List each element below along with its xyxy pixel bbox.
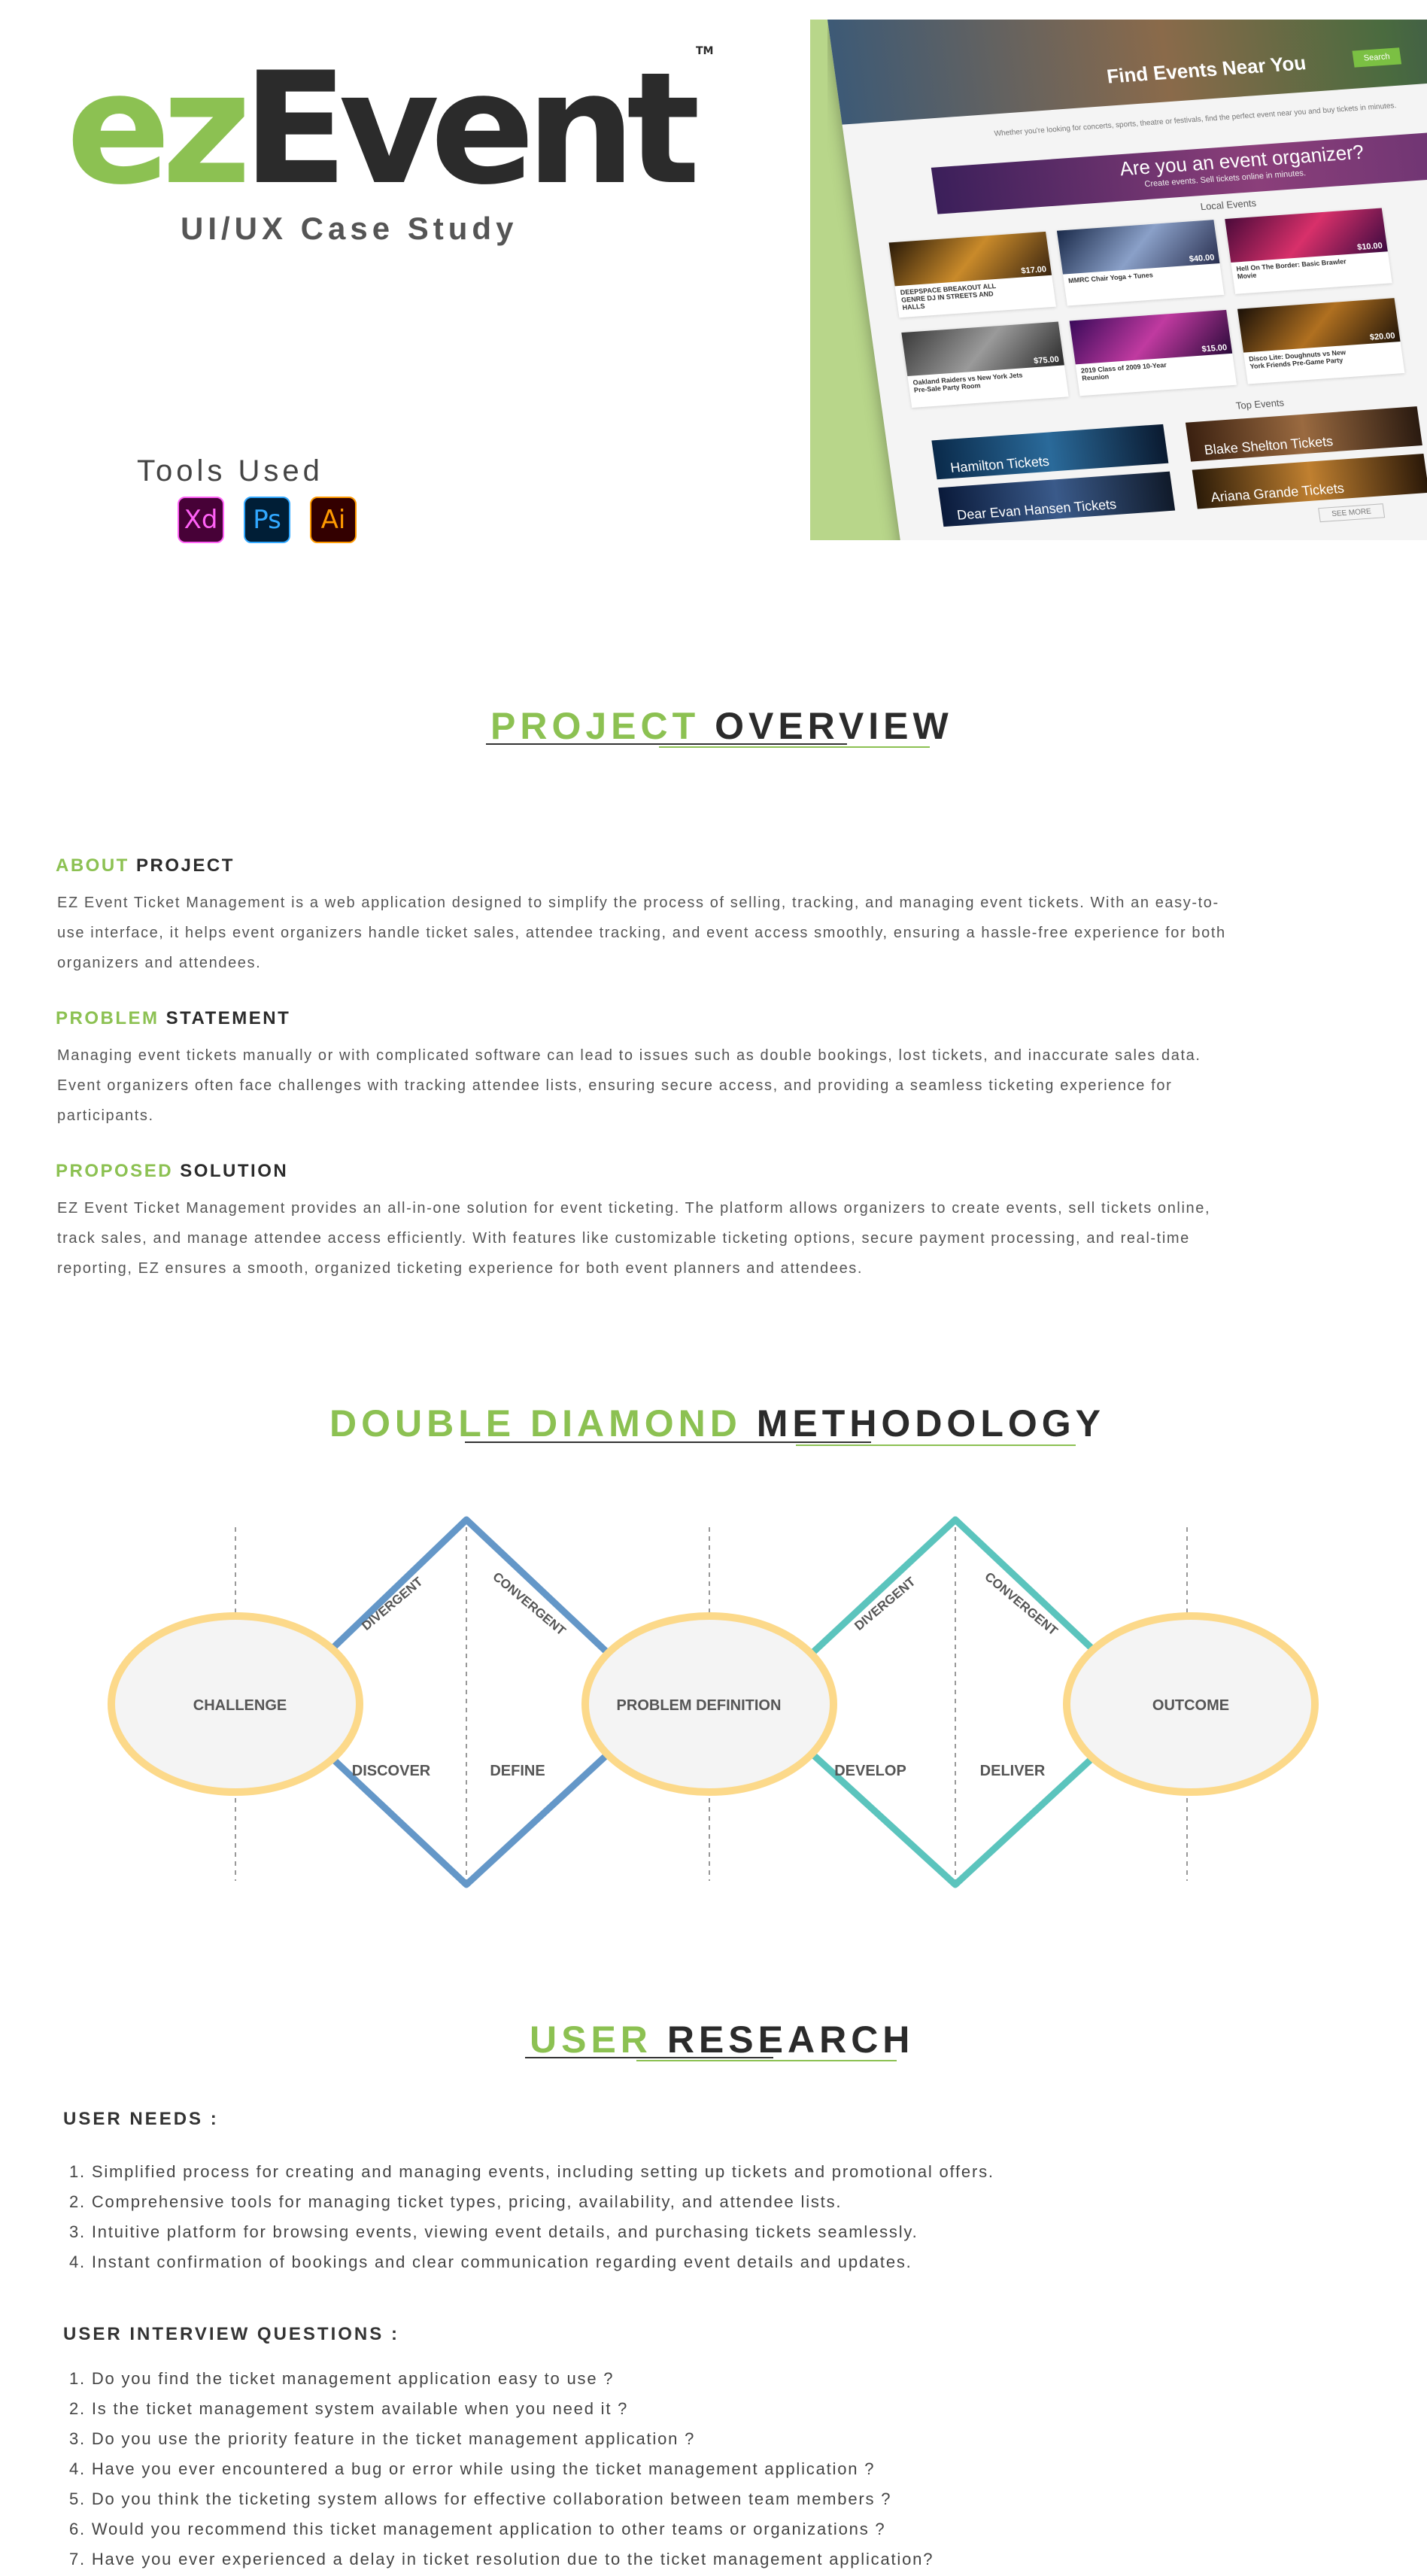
mockup-top-event: Dear Evan Hansen Tickets <box>938 471 1176 527</box>
case-study-subtitle: UI/UX Case Study <box>181 211 518 246</box>
problem-statement-heading: PROBLEM STATEMENT <box>56 1008 291 1028</box>
adobe-xd-icon: Xd <box>178 497 224 543</box>
list-item: 1. Do you find the ticket management app… <box>69 2369 615 2388</box>
list-item: 6. Would you recommend this ticket manag… <box>69 2520 886 2538</box>
mockup-screen: Find Events Near You Search Whether you'… <box>827 20 1427 540</box>
title-underline <box>525 2057 897 2063</box>
list-item: 2. Comprehensive tools for managing tick… <box>69 2192 843 2211</box>
problem-definition-circle <box>581 1612 837 1796</box>
mockup-see-more-button: SEE MORE <box>1318 503 1385 523</box>
list-item: 7. Have you ever experienced a delay in … <box>69 2550 934 2568</box>
list-item: 3. Intuitive platform for browsing event… <box>69 2222 918 2241</box>
mockup-event-card: $10.00 Hell On The Border: Basic Brawler… <box>1225 208 1392 294</box>
user-needs-heading: USER NEEDS : <box>63 2109 219 2129</box>
ezevent-logo: ezEvent TM <box>66 40 714 219</box>
list-item: 4. Have you ever encountered a bug or er… <box>69 2459 876 2478</box>
define-label: DEFINE <box>490 1763 545 1779</box>
mockup-event-card: $17.00 DEEPSPACE BREAKOUT ALL GENRE DJ I… <box>888 231 1056 318</box>
list-item: 1. Simplified process for creating and m… <box>69 2162 994 2181</box>
mockup-hero-title: Find Events Near You <box>1105 51 1307 88</box>
problem-statement-text: Managing event tickets manually or with … <box>57 1047 1201 1124</box>
double-diamond-diagram: CHALLENGE PROBLEM DEFINITION OUTCOME DIV… <box>108 1516 1319 1888</box>
list-item: 2. Is the ticket management system avail… <box>69 2399 629 2418</box>
about-project-text: EZ Event Ticket Management is a web appl… <box>57 895 1226 971</box>
outcome-label: OUTCOME <box>1152 1697 1229 1714</box>
challenge-circle <box>108 1612 363 1796</box>
user-needs-list: 1. Simplified process for creating and m… <box>69 2157 994 2277</box>
list-item: 3. Do you use the priority feature in th… <box>69 2429 696 2448</box>
mockup-top-event: Blake Shelton Tickets <box>1185 406 1422 462</box>
outcome-circle <box>1063 1612 1319 1796</box>
divergent-label: DIVERGENT <box>359 1574 426 1633</box>
mockup-local-events-label: Local Events <box>1199 197 1257 213</box>
list-item: 5. Do you think the ticketing system all… <box>69 2489 892 2508</box>
adobe-illustrator-icon: Ai <box>310 497 357 543</box>
interview-questions-heading: USER INTERVIEW QUESTIONS : <box>63 2324 399 2344</box>
title-underline <box>329 1441 1076 1447</box>
mockup-event-card: $15.00 2019 Class of 2009 10-Year Reunio… <box>1069 309 1237 396</box>
proposed-solution-text: EZ Event Ticket Management provides an a… <box>57 1200 1211 1277</box>
mockup-event-card: $20.00 Disco Lite: Doughnuts vs New York… <box>1237 298 1405 384</box>
mockup-search-button: Search <box>1352 47 1401 68</box>
title-underline <box>486 743 930 749</box>
mockup-event-card: $75.00 Oakland Raiders vs New York Jets … <box>901 321 1069 408</box>
mockup-top-event: Ariana Grande Tickets <box>1192 453 1427 509</box>
deliver-label: DELIVER <box>980 1763 1046 1779</box>
tools-used-label: Tools Used <box>137 454 323 488</box>
about-project-heading: ABOUT PROJECT <box>56 855 235 876</box>
user-research-title: USER RESEARCH <box>530 2019 915 2061</box>
mockup-event-card: $40.00 MMRC Chair Yoga + Tunes <box>1056 220 1225 306</box>
interview-questions-list: 1. Do you find the ticket management app… <box>69 2364 934 2574</box>
proposed-solution-heading: PROPOSED SOLUTION <box>56 1161 289 1181</box>
challenge-label: CHALLENGE <box>193 1697 287 1714</box>
trademark-mark: TM <box>696 45 714 57</box>
project-overview-title: PROJECT OVERVIEW <box>490 705 953 747</box>
mockup-top-event: Hamilton Tickets <box>931 424 1169 480</box>
mockup-top-events-label: Top Events <box>1234 396 1285 412</box>
develop-label: DEVELOP <box>834 1763 906 1779</box>
discover-label: DISCOVER <box>352 1763 431 1779</box>
website-mockup: Find Events Near You Search Whether you'… <box>827 20 1427 540</box>
adobe-photoshop-icon: Ps <box>244 497 290 543</box>
problem-definition-label: PROBLEM DEFINITION <box>617 1697 782 1714</box>
double-diamond-title: DOUBLE DIAMOND METHODOLOGY <box>329 1402 1105 1444</box>
list-item: 4. Instant confirmation of bookings and … <box>69 2252 912 2271</box>
